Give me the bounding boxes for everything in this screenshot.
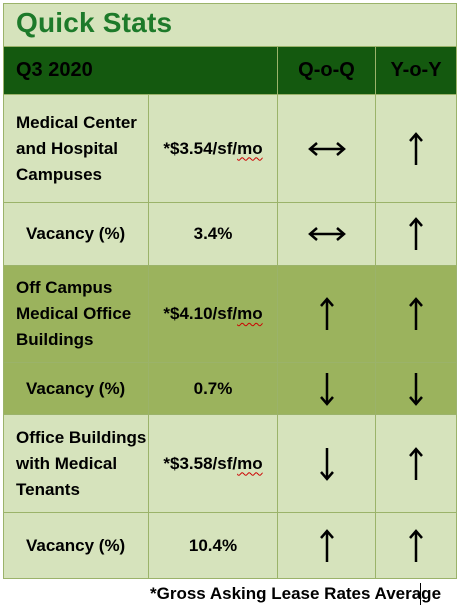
- row-label: Vacancy (%): [26, 378, 126, 398]
- text-cursor: [420, 583, 421, 605]
- header-yoy: Y-o-Y: [375, 47, 456, 94]
- table-row-vacancy-office-buildings: Vacancy (%) 10.4%: [4, 512, 456, 578]
- footnote: *Gross Asking Lease Rates Average: [150, 584, 442, 603]
- down-arrow-icon: [319, 447, 334, 481]
- up-arrow-icon: [409, 528, 423, 562]
- row-value: *$4.10/sf/mo: [148, 266, 277, 362]
- up-arrow-icon: [319, 528, 334, 562]
- row-value: 0.7%: [148, 363, 277, 414]
- table-row-medical-center: Medical Center and Hospital Campuses *$3…: [4, 94, 456, 202]
- table-header: Q3 2020 Q-o-Q Y-o-Y: [4, 47, 456, 94]
- table-row-office-buildings: Office Buildings with Medical Tenants *$…: [4, 414, 456, 512]
- rate-value: *$3.58/sf/mo: [163, 453, 263, 473]
- row-label: Medical Center and Hospital Campuses: [16, 112, 137, 184]
- card-title: Quick Stats: [16, 7, 173, 38]
- up-arrow-icon: [409, 217, 423, 250]
- header-qoq: Q-o-Q: [277, 47, 375, 94]
- quick-stats-card: Quick Stats Q3 2020 Q-o-Q Y-o-Y Medical …: [3, 3, 457, 579]
- table-row-vacancy-off-campus: Vacancy (%) 0.7%: [4, 362, 456, 414]
- up-arrow-icon: [409, 446, 423, 480]
- up-arrow-icon: [409, 297, 423, 330]
- table-row-vacancy-medical-center: Vacancy (%) 3.4%: [4, 202, 456, 265]
- table-row-off-campus: Off Campus Medical Office Buildings *$4.…: [4, 265, 456, 362]
- row-label: Office Buildings with Medical Tenants: [16, 427, 147, 499]
- header-period: Q3 2020: [16, 59, 93, 81]
- left-right-arrow-icon: [307, 227, 346, 241]
- up-arrow-icon: [319, 297, 334, 330]
- row-value: 10.4%: [148, 513, 277, 578]
- up-arrow-icon: [409, 131, 423, 165]
- row-label: Vacancy (%): [26, 535, 126, 555]
- row-value: *$3.58/sf/mo: [148, 415, 277, 512]
- left-right-arrow-icon: [307, 141, 346, 156]
- title-bar: Quick Stats: [4, 4, 456, 47]
- down-arrow-icon: [319, 372, 334, 406]
- row-label: Off Campus Medical Office Buildings: [16, 278, 132, 349]
- row-label: Vacancy (%): [26, 224, 126, 243]
- rate-value: *$4.10/sf/mo: [163, 304, 263, 323]
- row-value: *$3.54/sf/mo: [148, 95, 277, 202]
- row-value: 3.4%: [148, 203, 277, 265]
- down-arrow-icon: [409, 372, 423, 406]
- rate-value: *$3.54/sf/mo: [163, 138, 263, 158]
